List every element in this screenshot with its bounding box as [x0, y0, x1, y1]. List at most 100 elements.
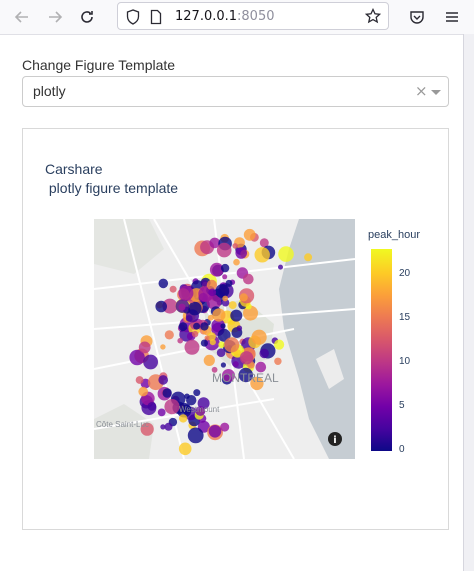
scatter-point	[178, 285, 194, 301]
scatter-point	[278, 264, 283, 270]
scatter-point	[228, 301, 237, 310]
scatter-point	[164, 330, 174, 340]
reload-button[interactable]	[76, 6, 98, 28]
scatter-point	[195, 406, 206, 416]
colorbar-tick: 15	[399, 312, 411, 323]
scatter-point	[155, 300, 167, 313]
window-edge	[463, 34, 474, 571]
map-label-cote-saint-luc: Côte Saint-Luc	[96, 420, 149, 429]
scatter-point	[143, 354, 158, 370]
pocket-icon	[410, 11, 424, 24]
menu-button[interactable]	[441, 6, 463, 28]
scatter-point	[236, 325, 243, 331]
pocket-button[interactable]	[406, 6, 428, 28]
scatter-point	[178, 303, 186, 311]
scatter-point	[216, 242, 232, 258]
scatter-point	[179, 414, 188, 423]
scatter-point	[207, 314, 214, 321]
scatter-point	[220, 422, 230, 432]
scatter-point	[232, 243, 238, 249]
dropdown-selected-value: plotly	[33, 83, 66, 99]
back-arrow-icon	[14, 11, 28, 23]
figure-title-line1: Carshare	[45, 161, 103, 177]
forward-arrow-icon	[49, 11, 63, 23]
info-icon[interactable]	[328, 432, 342, 446]
scatter-point	[222, 295, 229, 302]
shield-icon	[126, 9, 140, 25]
scatter-point	[243, 305, 258, 321]
scatter-point	[209, 262, 224, 277]
scatter-point	[238, 367, 253, 383]
scatter-point	[178, 442, 192, 456]
scatter-point	[138, 386, 148, 397]
url-text: 127.0.0.1:8050	[175, 9, 275, 24]
scatter-point	[212, 308, 226, 322]
scatter-point	[239, 351, 254, 365]
map-label-montreal: MONTREAL	[212, 371, 279, 385]
clear-icon[interactable]: ×	[415, 82, 428, 100]
chevron-down-icon[interactable]	[431, 90, 441, 95]
scatter-point	[164, 422, 173, 431]
scatter-point	[160, 344, 166, 350]
forward-button[interactable]	[44, 6, 66, 28]
scatter-point	[278, 246, 294, 262]
scatter-point	[220, 362, 226, 368]
colorbar-tick: 0	[399, 444, 405, 455]
scatter-point	[304, 253, 313, 262]
browser-toolbar: 127.0.0.1:8050	[0, 0, 474, 35]
colorbar	[371, 249, 392, 451]
scatter-point	[259, 348, 269, 359]
scatter-point	[233, 258, 240, 266]
scatter-point	[177, 337, 183, 344]
scatter-point	[188, 301, 202, 316]
scatter-point	[208, 425, 222, 438]
scatter-point	[203, 354, 215, 366]
scatter-point	[211, 318, 225, 333]
hamburger-menu-icon	[446, 12, 458, 22]
back-button[interactable]	[11, 6, 33, 28]
scatter-point	[235, 247, 247, 259]
scatter-point	[216, 348, 226, 357]
scatter-point	[162, 388, 172, 398]
template-label: Change Figure Template	[22, 57, 176, 73]
scatter-point	[211, 366, 218, 373]
scatter-point	[200, 339, 208, 347]
scatter-point	[184, 339, 200, 355]
scatter-point	[215, 284, 230, 299]
scatter-point	[255, 361, 267, 373]
scatter-point	[178, 322, 188, 331]
bookmark-star-icon[interactable]	[365, 8, 381, 24]
page-icon	[150, 9, 162, 25]
scatter-point	[158, 375, 168, 385]
scatter-point	[232, 361, 239, 368]
scatter-point	[217, 328, 231, 342]
colorbar-title: peak_hour	[368, 229, 420, 241]
scatter-point	[200, 322, 209, 331]
colorbar-tick: 5	[399, 400, 405, 411]
scatter-point	[222, 369, 235, 382]
template-dropdown[interactable]: plotly ×	[22, 76, 449, 107]
figure-title-line2: plotly figure template	[45, 180, 179, 196]
scatter-point	[208, 288, 217, 297]
map-label-westmount: Westmount	[179, 405, 220, 414]
map-plot[interactable]: MONTREAL Westmount Côte Saint-Luc i	[94, 219, 355, 459]
scatter-point	[259, 238, 269, 248]
map-area	[94, 219, 164, 274]
scatter-point	[138, 341, 151, 354]
scatter-point	[185, 315, 193, 322]
scatter-point	[230, 309, 243, 322]
scatter-point	[209, 237, 220, 249]
scatter-point	[140, 422, 154, 436]
colorbar-tick: 10	[399, 356, 411, 367]
scatter-point	[274, 357, 282, 365]
scatter-point	[239, 293, 248, 302]
scatter-point	[225, 279, 233, 287]
map-island	[316, 349, 344, 389]
url-bar[interactable]: 127.0.0.1:8050	[117, 2, 389, 30]
scatter-point	[274, 339, 285, 350]
scatter-point	[201, 279, 208, 287]
scatter-point	[157, 408, 166, 417]
scatter-point	[164, 399, 180, 415]
scatter-point	[187, 427, 204, 444]
scatter-point	[186, 395, 197, 406]
